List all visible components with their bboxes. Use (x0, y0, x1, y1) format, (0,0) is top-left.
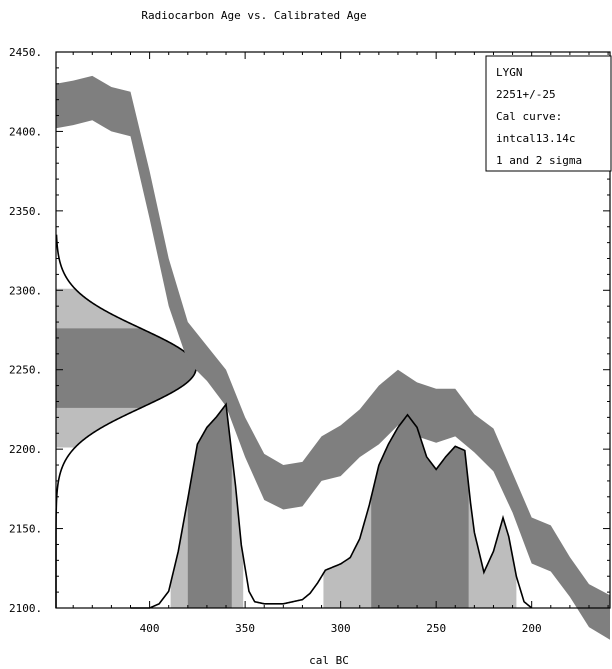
x-tick-label: 200 (522, 622, 542, 635)
chart-title: Radiocarbon Age vs. Calibrated Age (141, 9, 366, 22)
legend-line: 1 and 2 sigma (496, 154, 582, 167)
x-tick-label: 250 (426, 622, 446, 635)
legend-line: intcal13.14c (496, 132, 575, 145)
y-tick-label: 2100. (9, 602, 42, 615)
x-tick-label: 400 (140, 622, 160, 635)
calibrated-1sigma-range-1 (187, 404, 232, 608)
plot-frame (55, 51, 611, 609)
measured-age-1sigma-band (56, 328, 196, 408)
plot-area: 2100. 2150. 2200. 2250. 2300. 2350. 2400. 2450.… (9, 46, 612, 640)
y-tick-label: 2300. (9, 284, 42, 297)
legend-box (485, 55, 612, 172)
y-tick-label: 2350. (9, 205, 42, 218)
calibrated-1sigma-range-2 (371, 414, 469, 608)
legend-line: LYGN (496, 66, 523, 79)
y-tick-label: 2400. (9, 125, 42, 138)
x-axis-label: cal BC (309, 654, 349, 667)
x-tick-label: 300 (331, 622, 351, 635)
y-tick-label: 2150. (9, 523, 42, 536)
calibrated-distribution-curve (130, 402, 533, 609)
x-tick-label: 350 (235, 622, 255, 635)
y-tick-label: 2450. (9, 46, 42, 59)
legend-line: Cal curve: (496, 110, 562, 123)
legend-line: 2251+/-25 (496, 88, 556, 101)
y-tick-label: 2200. (9, 443, 42, 456)
y-tick-label: 2250. (9, 364, 42, 377)
